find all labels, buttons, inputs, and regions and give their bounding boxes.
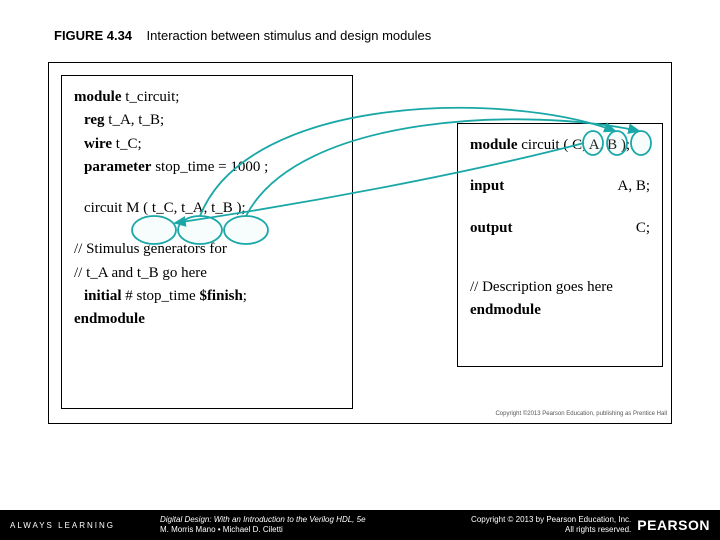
code-text: t_A, t_B; [105,112,165,128]
code-text: circuit ( C, A, B ); [518,137,631,153]
kw-output: output [470,220,513,236]
kw-initial: initial [84,288,122,304]
kw-endmodule: endmodule [74,311,145,327]
book-info: Digital Design: With an Introduction to … [150,515,471,534]
copyright-line: Copyright © 2013 by Pearson Education, I… [471,515,631,525]
code-text: t_circuit; [122,89,180,105]
code-text: C; [636,217,650,240]
kw-finish: $finish [199,288,242,304]
inline-copyright: Copyright ©2013 Pearson Education, publi… [495,411,667,417]
outer-frame: module t_circuit; reg t_A, t_B; wire t_C… [48,62,672,424]
kw-endmodule: endmodule [470,302,541,318]
figure-caption: FIGURE 4.34 Interaction between stimulus… [54,28,431,43]
comment-line: // Stimulus generators for [74,241,227,257]
code-text: stop_time = 1000 ; [151,159,268,175]
stimulus-module-box: module t_circuit; reg t_A, t_B; wire t_C… [61,75,353,409]
book-authors: M. Morris Mano • Michael D. Ciletti [160,525,471,535]
diagram: module t_circuit; reg t_A, t_B; wire t_C… [48,62,672,462]
comment-line: // Description goes here [470,279,613,295]
code-text: A, B; [617,175,650,198]
figure-number: FIGURE 4.34 [54,28,132,43]
kw-wire: wire [84,136,112,152]
comment-line: // t_A and t_B go here [74,265,207,281]
code-text: t_C; [112,136,142,152]
code-text: # stop_time [122,288,200,304]
kw-module: module [470,137,518,153]
book-title: Digital Design: With an Introduction to … [160,515,471,525]
code-text: ; [243,288,247,304]
kw-parameter: parameter [84,159,151,175]
pearson-logo: PEARSON [637,517,720,533]
footer-copyright: Copyright © 2013 by Pearson Education, I… [471,515,637,534]
rights-line: All rights reserved. [471,525,631,535]
always-learning-text: ALWAYS LEARNING [0,521,150,530]
kw-reg: reg [84,112,105,128]
kw-input: input [470,178,504,194]
footer-bar: ALWAYS LEARNING Digital Design: With an … [0,510,720,540]
kw-module: module [74,89,122,105]
instance-line: circuit M ( t_C, t_A, t_B ); [84,200,246,216]
figure-title: Interaction between stimulus and design … [147,28,432,43]
design-module-box: module circuit ( C, A, B ); input A, B; o… [457,123,663,367]
